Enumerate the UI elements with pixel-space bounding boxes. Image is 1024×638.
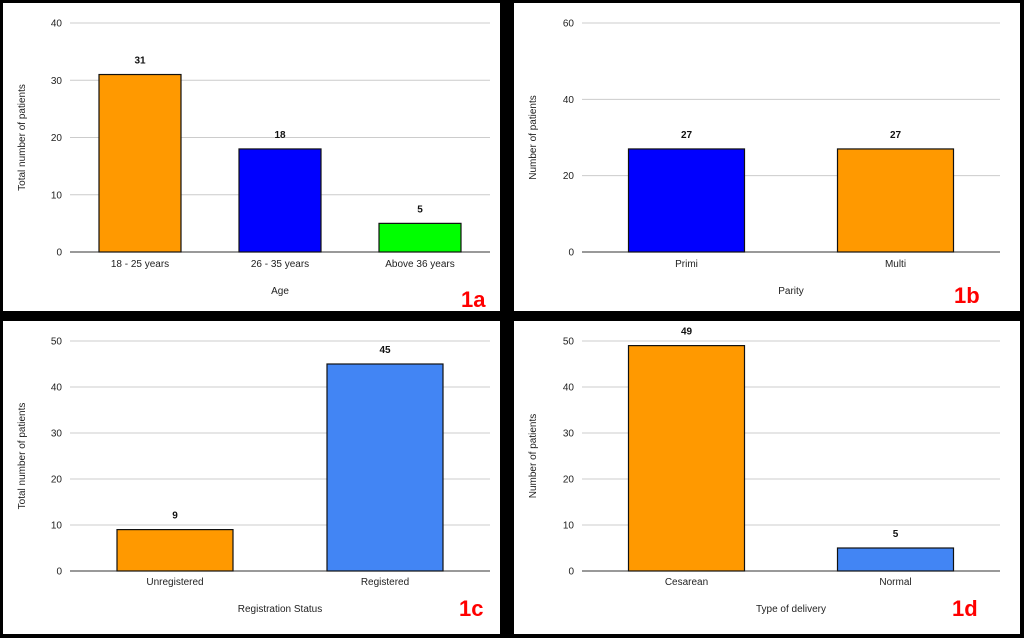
x-tick-label: Normal [879,577,911,588]
y-tick-label: 50 [51,337,63,348]
bar-26-35-years [238,148,322,253]
x-tick-label: Above 36 years [385,259,455,270]
bar-primi [627,148,746,253]
chart-panel-1a: 0 10 20 30 40 31 18 - 25 years 18 26 - 35 years 5… [3,3,500,311]
x-axis-title: Parity [778,286,804,297]
y-tick-label: 60 [563,19,575,30]
bar-value-label: 5 [893,529,899,540]
bar-above-36-years [378,222,462,253]
bar-value-label: 27 [681,130,693,141]
x-tick-label: Cesarean [665,577,708,588]
chart-panel-1b: 0 20 40 60 27 Primi 27 Multi Parity Number of pat… [514,3,1020,311]
bar-value-label: 18 [274,130,286,141]
y-tick-label: 50 [563,337,575,348]
bar-chart-age: 0 10 20 30 40 31 18 - 25 years 18 26 - 35 years 5… [17,19,490,297]
panel-tag: 1b [954,283,980,308]
y-tick-label: 0 [56,567,62,578]
y-tick-label: 20 [51,133,63,144]
y-tick-label: 40 [563,95,575,106]
bar-chart-registration-status: 0 10 20 30 40 50 9 Unregistered 45 Registered Regi… [17,337,490,615]
y-tick-label: 30 [563,429,575,440]
x-axis-title: Type of delivery [756,604,826,615]
x-tick-label: Multi [885,259,906,270]
y-axis-title: Total number of patients [17,403,28,510]
chart-panel-1c: 0 10 20 30 40 50 9 Unregistered 45 Registered Regi… [3,321,500,634]
y-tick-label: 40 [51,383,63,394]
bar-value-label: 9 [172,511,178,522]
bar-18-25-years [98,73,182,253]
y-tick-label: 30 [51,429,63,440]
y-tick-label: 20 [563,171,575,182]
y-tick-label: 10 [563,521,575,532]
y-tick-label: 40 [51,19,63,30]
panel-tag: 1c [459,596,484,621]
bar-unregistered [116,529,234,572]
y-tick-label: 0 [568,567,574,578]
x-tick-label: Primi [675,259,698,270]
y-axis-title: Number of patients [528,95,539,180]
x-tick-label: Registered [361,577,409,588]
panel-tag: 1a [461,287,486,311]
y-axis-title: Number of patients [528,414,539,499]
x-axis-title: Registration Status [238,604,323,615]
bar-multi [836,148,955,253]
bar-chart-parity: 0 20 40 60 27 Primi 27 Multi Parity Number of pat… [528,19,1000,297]
y-axis-title: Total number of patients [17,84,28,191]
chart-panel-1d: 0 10 20 30 40 50 49 Cesarean 5 Normal Type of deli… [514,321,1020,634]
y-tick-label: 0 [56,248,62,259]
bar-registered [326,363,444,572]
x-axis-title: Age [271,286,289,297]
y-tick-label: 10 [51,190,63,201]
bar-cesarean [627,345,746,572]
y-tick-label: 40 [563,383,575,394]
y-tick-label: 30 [51,76,63,87]
bar-value-label: 5 [417,204,423,215]
x-tick-label: 18 - 25 years [111,259,169,270]
x-tick-label: 26 - 35 years [251,259,309,270]
y-tick-label: 0 [568,248,574,259]
bar-normal [836,547,955,572]
bar-chart-type-of-delivery: 0 10 20 30 40 50 49 Cesarean 5 Normal Type of deli… [528,327,1000,615]
x-tick-label: Unregistered [146,577,203,588]
bar-value-label: 31 [134,56,146,67]
y-tick-label: 20 [563,475,575,486]
bar-value-label: 27 [890,130,902,141]
bar-value-label: 45 [379,345,391,356]
y-tick-label: 20 [51,475,63,486]
bar-value-label: 49 [681,327,693,338]
y-tick-label: 10 [51,521,63,532]
panel-tag: 1d [952,596,978,621]
